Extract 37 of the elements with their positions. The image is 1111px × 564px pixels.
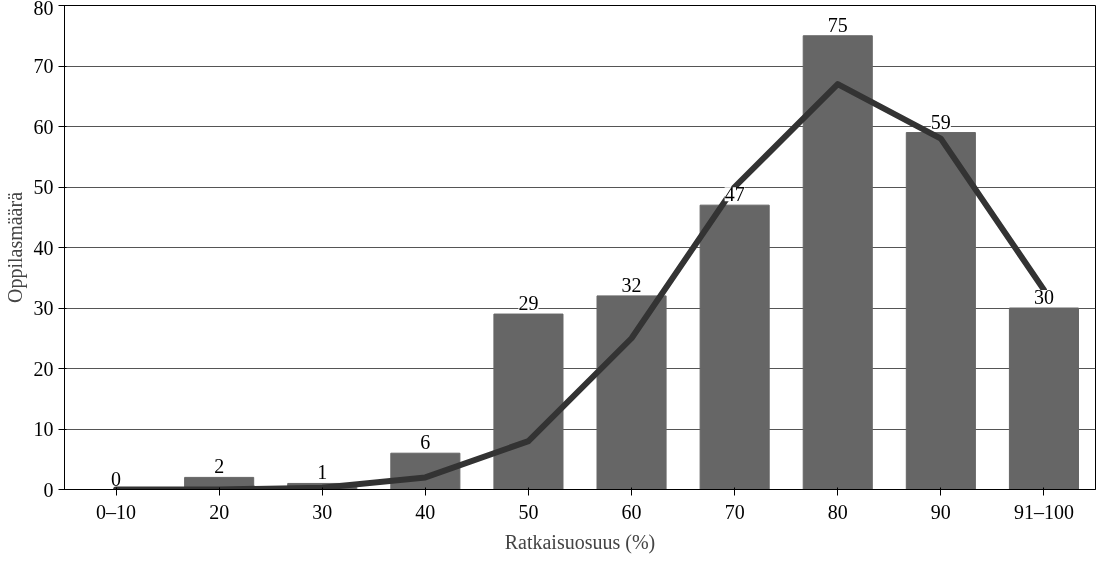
data-label: 29 [518, 292, 539, 315]
data-label: 2 [214, 455, 225, 478]
y-tick-label: 50 [33, 176, 54, 198]
x-tick-label: 30 [312, 500, 333, 523]
x-tick-label: 50 [518, 500, 539, 523]
data-label: 47 [724, 183, 745, 206]
y-tick-label: 70 [33, 55, 54, 77]
y-tick-label: 40 [33, 236, 54, 259]
y-tick-label: 30 [33, 297, 54, 319]
data-label: 59 [930, 110, 951, 133]
y-tick-label: 10 [33, 418, 54, 440]
x-tick-label: 90 [930, 500, 951, 523]
data-label: 32 [621, 273, 642, 296]
y-tick-label: 0 [43, 478, 54, 501]
data-label: 0 [111, 467, 122, 490]
y-tick-label: 80 [33, 0, 54, 19]
y-axis-title: Oppilasmäärä [3, 191, 27, 304]
x-tick-label: 60 [621, 500, 642, 523]
x-tick-label: 0–10 [96, 500, 137, 523]
bar [493, 313, 564, 490]
data-label: 75 [827, 13, 848, 36]
data-label: 1 [317, 461, 328, 484]
x-tick-label: 20 [209, 500, 230, 523]
data-label: 30 [1033, 286, 1054, 308]
y-tick-label: 60 [33, 115, 54, 138]
bar [596, 295, 667, 490]
bar [802, 35, 873, 490]
y-tick-label: 20 [33, 357, 54, 380]
bar [699, 204, 770, 490]
x-axis-title: Ratkaisuosuus (%) [504, 530, 656, 554]
bar [1008, 307, 1079, 490]
x-tick-label: 40 [415, 500, 436, 523]
x-tick-label: 70 [724, 500, 745, 523]
x-tick-label: 80 [827, 500, 848, 523]
bar [905, 132, 976, 490]
data-label: 6 [420, 431, 431, 454]
x-tick-label: 91–100 [1013, 500, 1074, 523]
